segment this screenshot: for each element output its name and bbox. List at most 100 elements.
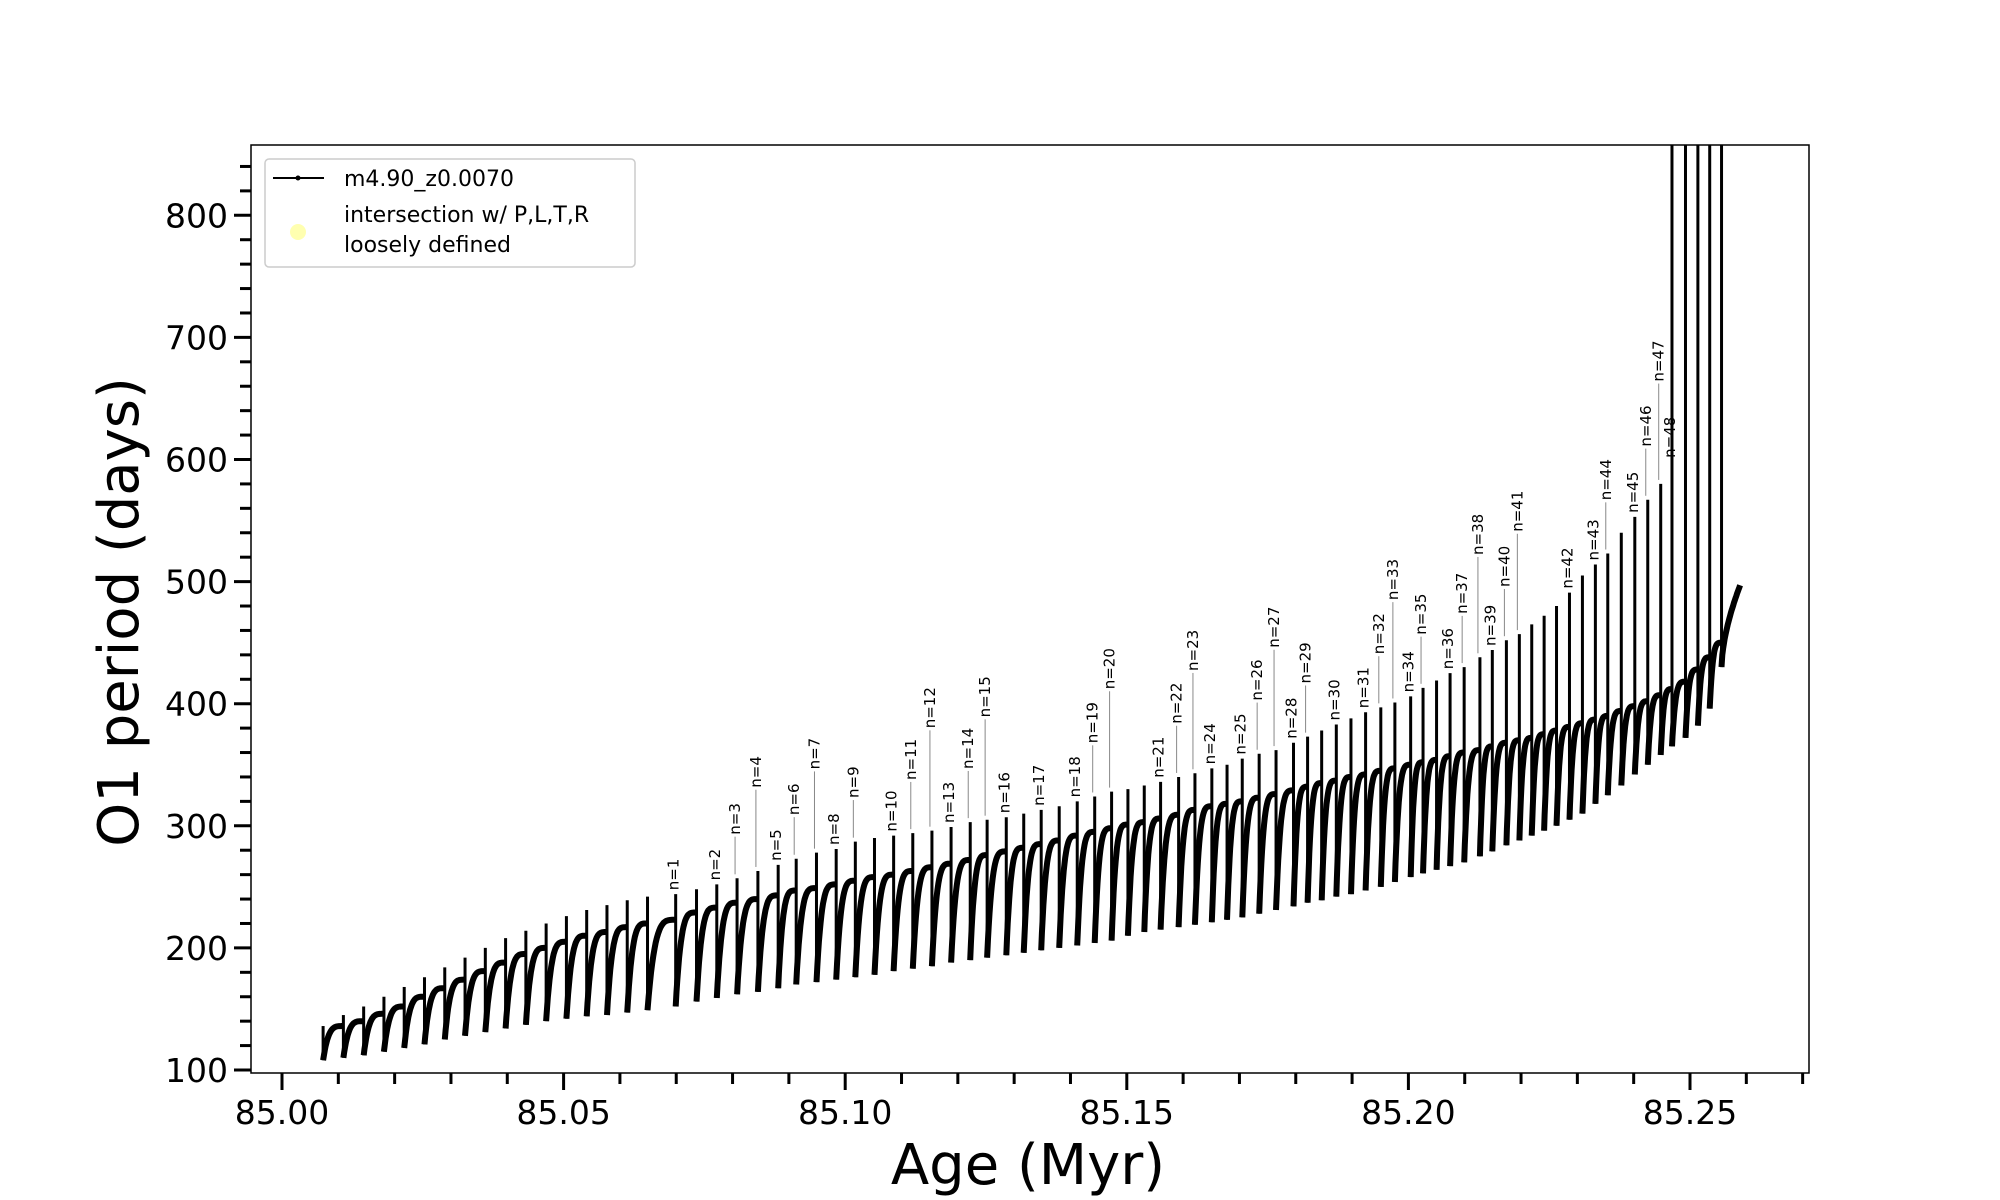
pulse-label: n=32 [1370,613,1388,654]
cycle-curve [1256,791,1279,914]
pulse-label: n=17 [1030,765,1048,806]
pulse-label: n=27 [1265,607,1283,648]
cycle-curve [1489,739,1509,852]
pulse-label: n=41 [1508,491,1526,532]
pulse-label: n=11 [902,739,920,780]
cycle-curve [1694,654,1713,726]
y-tick-label: 200 [165,929,228,968]
x-tick-label: 85.20 [1361,1093,1455,1132]
legend-intersection-marker [290,224,306,240]
cycle-curve [1706,639,1724,709]
pulse-label: n=9 [844,766,862,798]
x-axis-label: Age (Myr) [891,1133,1165,1198]
x-tick-label: 85.25 [1643,1093,1737,1132]
pulse-label: n=35 [1412,594,1430,635]
legend-label-series: m4.90_z0.0070 [344,167,514,192]
cycle-curve [871,871,896,975]
pulse-label: n=46 [1637,405,1655,446]
cycle-curve [1718,584,1743,668]
cycle-curve [1579,716,1598,814]
pulse-label: n=18 [1066,756,1084,797]
plot-area [250,144,1810,1074]
cycle-curve [1682,666,1701,739]
cycle-curve [984,848,1009,958]
x-axis: 85.00 85.05 85.10 85.15 85.20 85.25 [235,1073,1805,1132]
cycle-curve [502,951,528,1029]
legend: m4.90_z0.0070 intersection w/ P,L,T,R lo… [264,158,636,268]
legend-label-intersection-line1: intersection w/ P,L,T,R [344,203,589,228]
pulse-label: n=24 [1201,723,1219,764]
cycle-curve [734,896,760,995]
y-tick-label: 600 [165,441,228,480]
pulse-label: n=5 [767,829,785,861]
cycle-curve [380,1003,407,1053]
pulse-label: n=30 [1325,679,1343,720]
cycle-curve [890,868,915,972]
pulse-label: n=36 [1439,628,1457,669]
pulse-label: n=43 [1584,519,1602,560]
cycle-curve [583,929,610,1017]
y-axis: 100 200 300 400 500 600 700 800 [165,164,251,1090]
x-tick-label: 85.05 [516,1093,610,1132]
cycle-curve [360,1010,387,1056]
cycle-curve [1553,723,1572,826]
pulse-label: n=16 [995,772,1013,813]
pulse-label: n=34 [1400,651,1418,692]
cycle-curve [1516,734,1535,841]
y-tick-label: 400 [165,685,228,724]
cycle-curve [1191,803,1215,925]
cycle-curve [672,909,699,1007]
pulse-label: n=42 [1559,547,1577,588]
pulse-label: n=6 [785,783,803,815]
cycle-curve [909,864,935,969]
cycle-curve [833,877,858,980]
pulse-label: n=45 [1624,472,1642,513]
pulse-label: n=14 [959,728,977,769]
x-tick-label: 85.00 [235,1093,329,1132]
cycle-curve [1333,774,1354,897]
cycle-curve [1377,765,1398,887]
pulse-label: n=22 [1168,683,1186,724]
cycle-curve [1003,844,1026,956]
pulse-label: n=4 [747,756,765,788]
cycle-curve [482,959,508,1033]
cycle-curve [1657,686,1675,756]
cycle-curve [563,932,589,1019]
cycle-curve [1318,777,1339,901]
cycle-curve [1124,819,1147,936]
pulse-label: n=37 [1453,573,1471,614]
cycle-curve [1528,731,1547,836]
pulse-label: n=40 [1495,546,1513,587]
cycle-curve [1420,756,1439,874]
cycle-curve [1541,727,1559,831]
cycle-curve [624,920,650,1013]
cycle-curve [1175,806,1198,928]
pulse-label: n=15 [976,676,994,717]
cycle-curve [604,924,630,1016]
cycle-curve [1208,800,1230,923]
pulse-label: n=33 [1384,559,1402,600]
cycle-curve [1566,720,1585,820]
data-marks [320,145,1743,1061]
cycle-curve [320,1023,346,1061]
pulse-label: n=2 [706,849,724,881]
cycle-curve [775,887,799,989]
pulse-label: n=7 [806,738,824,770]
cycle-curve [948,857,973,963]
cycle-curve [813,881,839,983]
cycle-curve [543,938,569,1022]
pulse-label: n=28 [1283,698,1301,739]
legend-dot-marker [295,175,301,181]
cycle-curve [1239,794,1262,918]
pulse-label: n=38 [1469,514,1487,555]
cycle-curve [754,892,781,993]
pulse-label: n=47 [1650,340,1668,381]
cycle-curve [1592,712,1611,804]
cycle-curve [1056,832,1080,949]
cycle-curve [1362,767,1384,891]
legend-label-intersection-line2: loosely defined [344,233,511,258]
pulse-label: n=10 [883,790,901,831]
pulse-label: n=20 [1101,648,1119,689]
pulse-label: n=8 [825,813,843,845]
